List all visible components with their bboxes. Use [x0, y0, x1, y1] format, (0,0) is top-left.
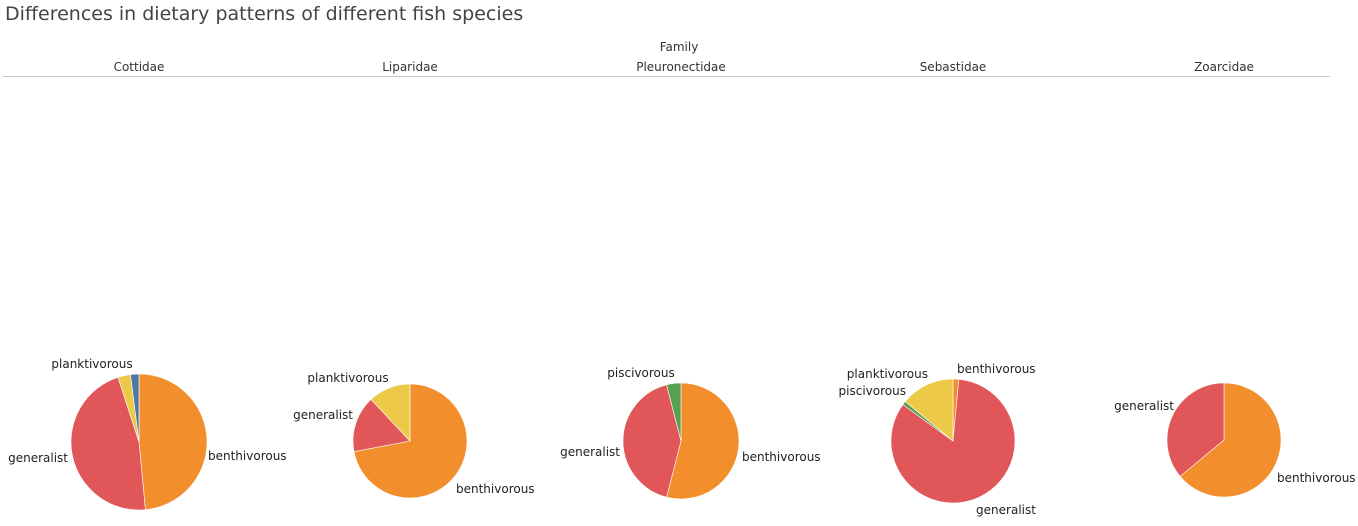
- slice-zoarcidae-generalist[interactable]: [1166, 382, 1225, 477]
- family-header-cottidae: Cottidae: [113, 60, 165, 74]
- pie-liparidae: benthivorous generalist planktivorous: [293, 371, 535, 499]
- slice-label-liparidae-generalist: generalist: [293, 408, 353, 422]
- pie-zoarcidae: benthivorous generalist: [1114, 382, 1356, 498]
- slice-label-zoarcidae-benthivorous: benthivorous: [1277, 471, 1356, 485]
- slice-pleuronectidae-generalist[interactable]: [622, 384, 682, 498]
- slice-label-sebastidae-benthivorous: benthivorous: [957, 362, 1036, 376]
- family-header-pleuronectidae: Pleuronectidae: [636, 60, 726, 74]
- slice-label-liparidae-benthivorous: benthivorous: [456, 482, 535, 496]
- pie-pleuronectidae: benthivorous generalist piscivorous: [560, 366, 821, 500]
- pie-cottidae: benthivorous generalist planktivorous: [8, 357, 287, 511]
- slice-pleuronectidae-benthivorous[interactable]: [666, 382, 740, 500]
- slice-pleuronectidae-piscivorous[interactable]: [666, 382, 682, 442]
- slice-cottidae-benthivorous[interactable]: [138, 373, 208, 511]
- slice-cottidae-other[interactable]: [130, 373, 140, 443]
- chart-title: Differences in dietary patterns of diffe…: [5, 3, 524, 25]
- slice-liparidae-benthivorous[interactable]: [353, 383, 468, 499]
- slice-label-liparidae-planktivorous: planktivorous: [307, 371, 388, 385]
- slice-liparidae-planktivorous[interactable]: [370, 383, 411, 442]
- slice-label-sebastidae-piscivorous: piscivorous: [839, 384, 906, 398]
- slice-label-sebastidae-generalist: generalist: [976, 503, 1036, 517]
- family-header-liparidae: Liparidae: [382, 60, 438, 74]
- family-header-sebastidae: Sebastidae: [919, 60, 987, 74]
- slice-label-cottidae-generalist: generalist: [8, 451, 68, 465]
- slice-cottidae-generalist[interactable]: [70, 376, 146, 511]
- slice-liparidae-generalist[interactable]: [352, 399, 411, 453]
- slice-label-pleuronectidae-benthivorous: benthivorous: [742, 450, 821, 464]
- slice-label-zoarcidae-generalist: generalist: [1114, 399, 1174, 413]
- slice-label-pleuronectidae-generalist: generalist: [560, 445, 620, 459]
- header-divider: [3, 76, 1330, 77]
- slice-zoarcidae-benthivorous[interactable]: [1179, 382, 1282, 498]
- slice-sebastidae-planktivorous[interactable]: [904, 378, 954, 442]
- slice-label-cottidae-planktivorous: planktivorous: [51, 357, 132, 371]
- slice-label-sebastidae-planktivorous: planktivorous: [847, 367, 928, 381]
- slice-label-cottidae-benthivorous: benthivorous: [208, 449, 287, 463]
- family-header-zoarcidae: Zoarcidae: [1194, 60, 1254, 74]
- pie-sebastidae: benthivorous generalist piscivorous plankti…: [839, 362, 1037, 517]
- slice-label-pleuronectidae-piscivorous: piscivorous: [607, 366, 674, 380]
- family-column-header: Family: [659, 40, 699, 54]
